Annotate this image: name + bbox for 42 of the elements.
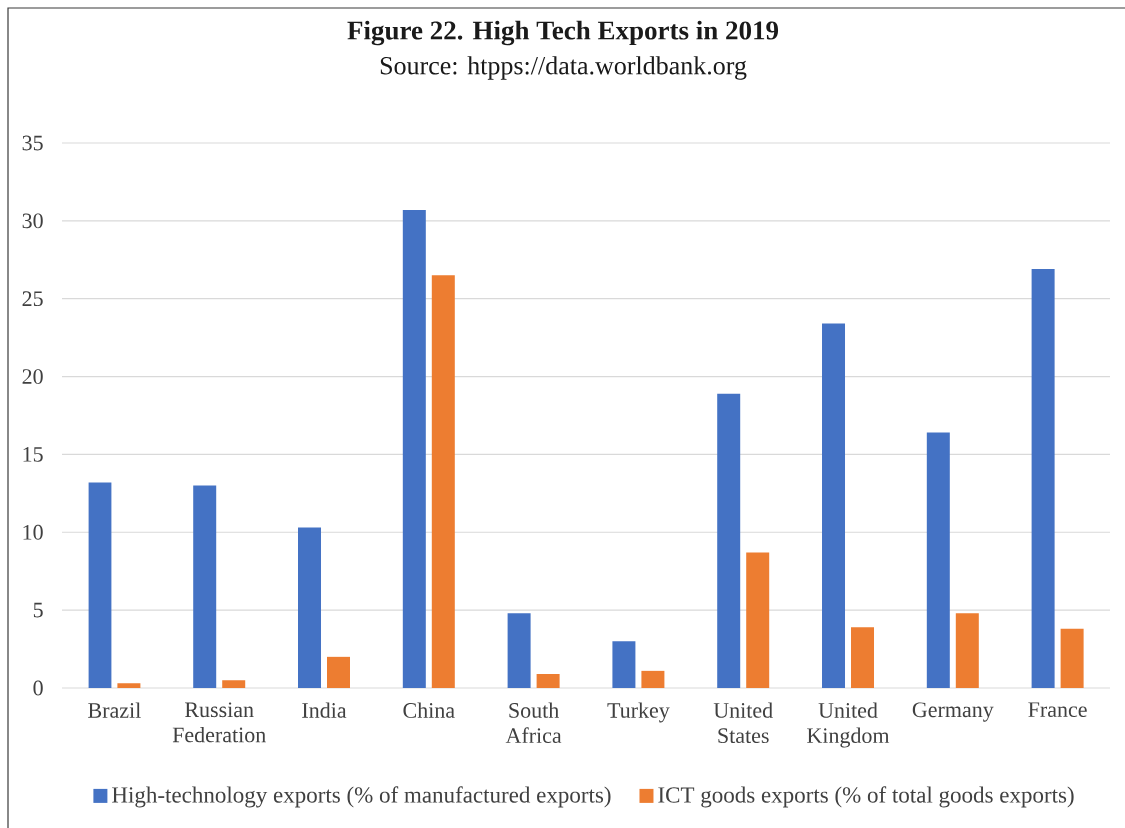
bar bbox=[746, 552, 770, 688]
x-tick-label: United States bbox=[713, 702, 773, 744]
x-tick-label: South Africa bbox=[505, 702, 562, 744]
bar bbox=[822, 323, 846, 688]
bar bbox=[1031, 269, 1055, 688]
legend-label: High-technology exports (% of manufactured exports) bbox=[112, 786, 611, 808]
y-tick-label: 20 bbox=[22, 369, 43, 384]
bar bbox=[536, 673, 560, 688]
x-tick-label: China bbox=[403, 702, 455, 718]
bar bbox=[222, 680, 246, 688]
y-tick-label: 30 bbox=[22, 213, 43, 229]
x-tick-label: Brazil bbox=[88, 702, 141, 718]
bar bbox=[327, 656, 350, 688]
bar bbox=[298, 527, 322, 688]
bar bbox=[955, 613, 979, 688]
legend-label: ICT goods exports (% of total goods exports) bbox=[658, 786, 1074, 808]
bar bbox=[851, 627, 875, 688]
bar bbox=[402, 209, 426, 688]
x-tick-label: France bbox=[1028, 702, 1087, 718]
bar bbox=[507, 613, 531, 688]
bar bbox=[1060, 628, 1084, 688]
x-tick-label: Russian Federation bbox=[172, 702, 266, 743]
y-tick-label: 35 bbox=[22, 135, 43, 151]
bar bbox=[193, 485, 217, 688]
chart-title: Figure 22. High Tech Exports in 2019 bbox=[347, 20, 779, 46]
y-tick-label: 5 bbox=[33, 602, 43, 618]
y-tick-label: 10 bbox=[23, 524, 43, 540]
bar bbox=[117, 683, 141, 688]
source-note: Source: htpps://data.worldbank.org bbox=[380, 56, 747, 80]
bar bbox=[612, 641, 636, 688]
x-tick-label: Turkey bbox=[607, 702, 670, 723]
bar bbox=[641, 670, 665, 688]
x-tick-label: United Kingdom bbox=[807, 702, 890, 748]
y-tick-label: 15 bbox=[23, 447, 43, 462]
bar bbox=[431, 275, 455, 688]
y-tick-label: 25 bbox=[22, 291, 43, 307]
bar bbox=[717, 393, 741, 688]
y-tick-label: 0 bbox=[33, 680, 43, 696]
x-tick-label: India bbox=[302, 702, 347, 718]
bar bbox=[88, 482, 112, 688]
x-tick-label: Germany bbox=[912, 702, 994, 722]
bar bbox=[926, 432, 950, 688]
